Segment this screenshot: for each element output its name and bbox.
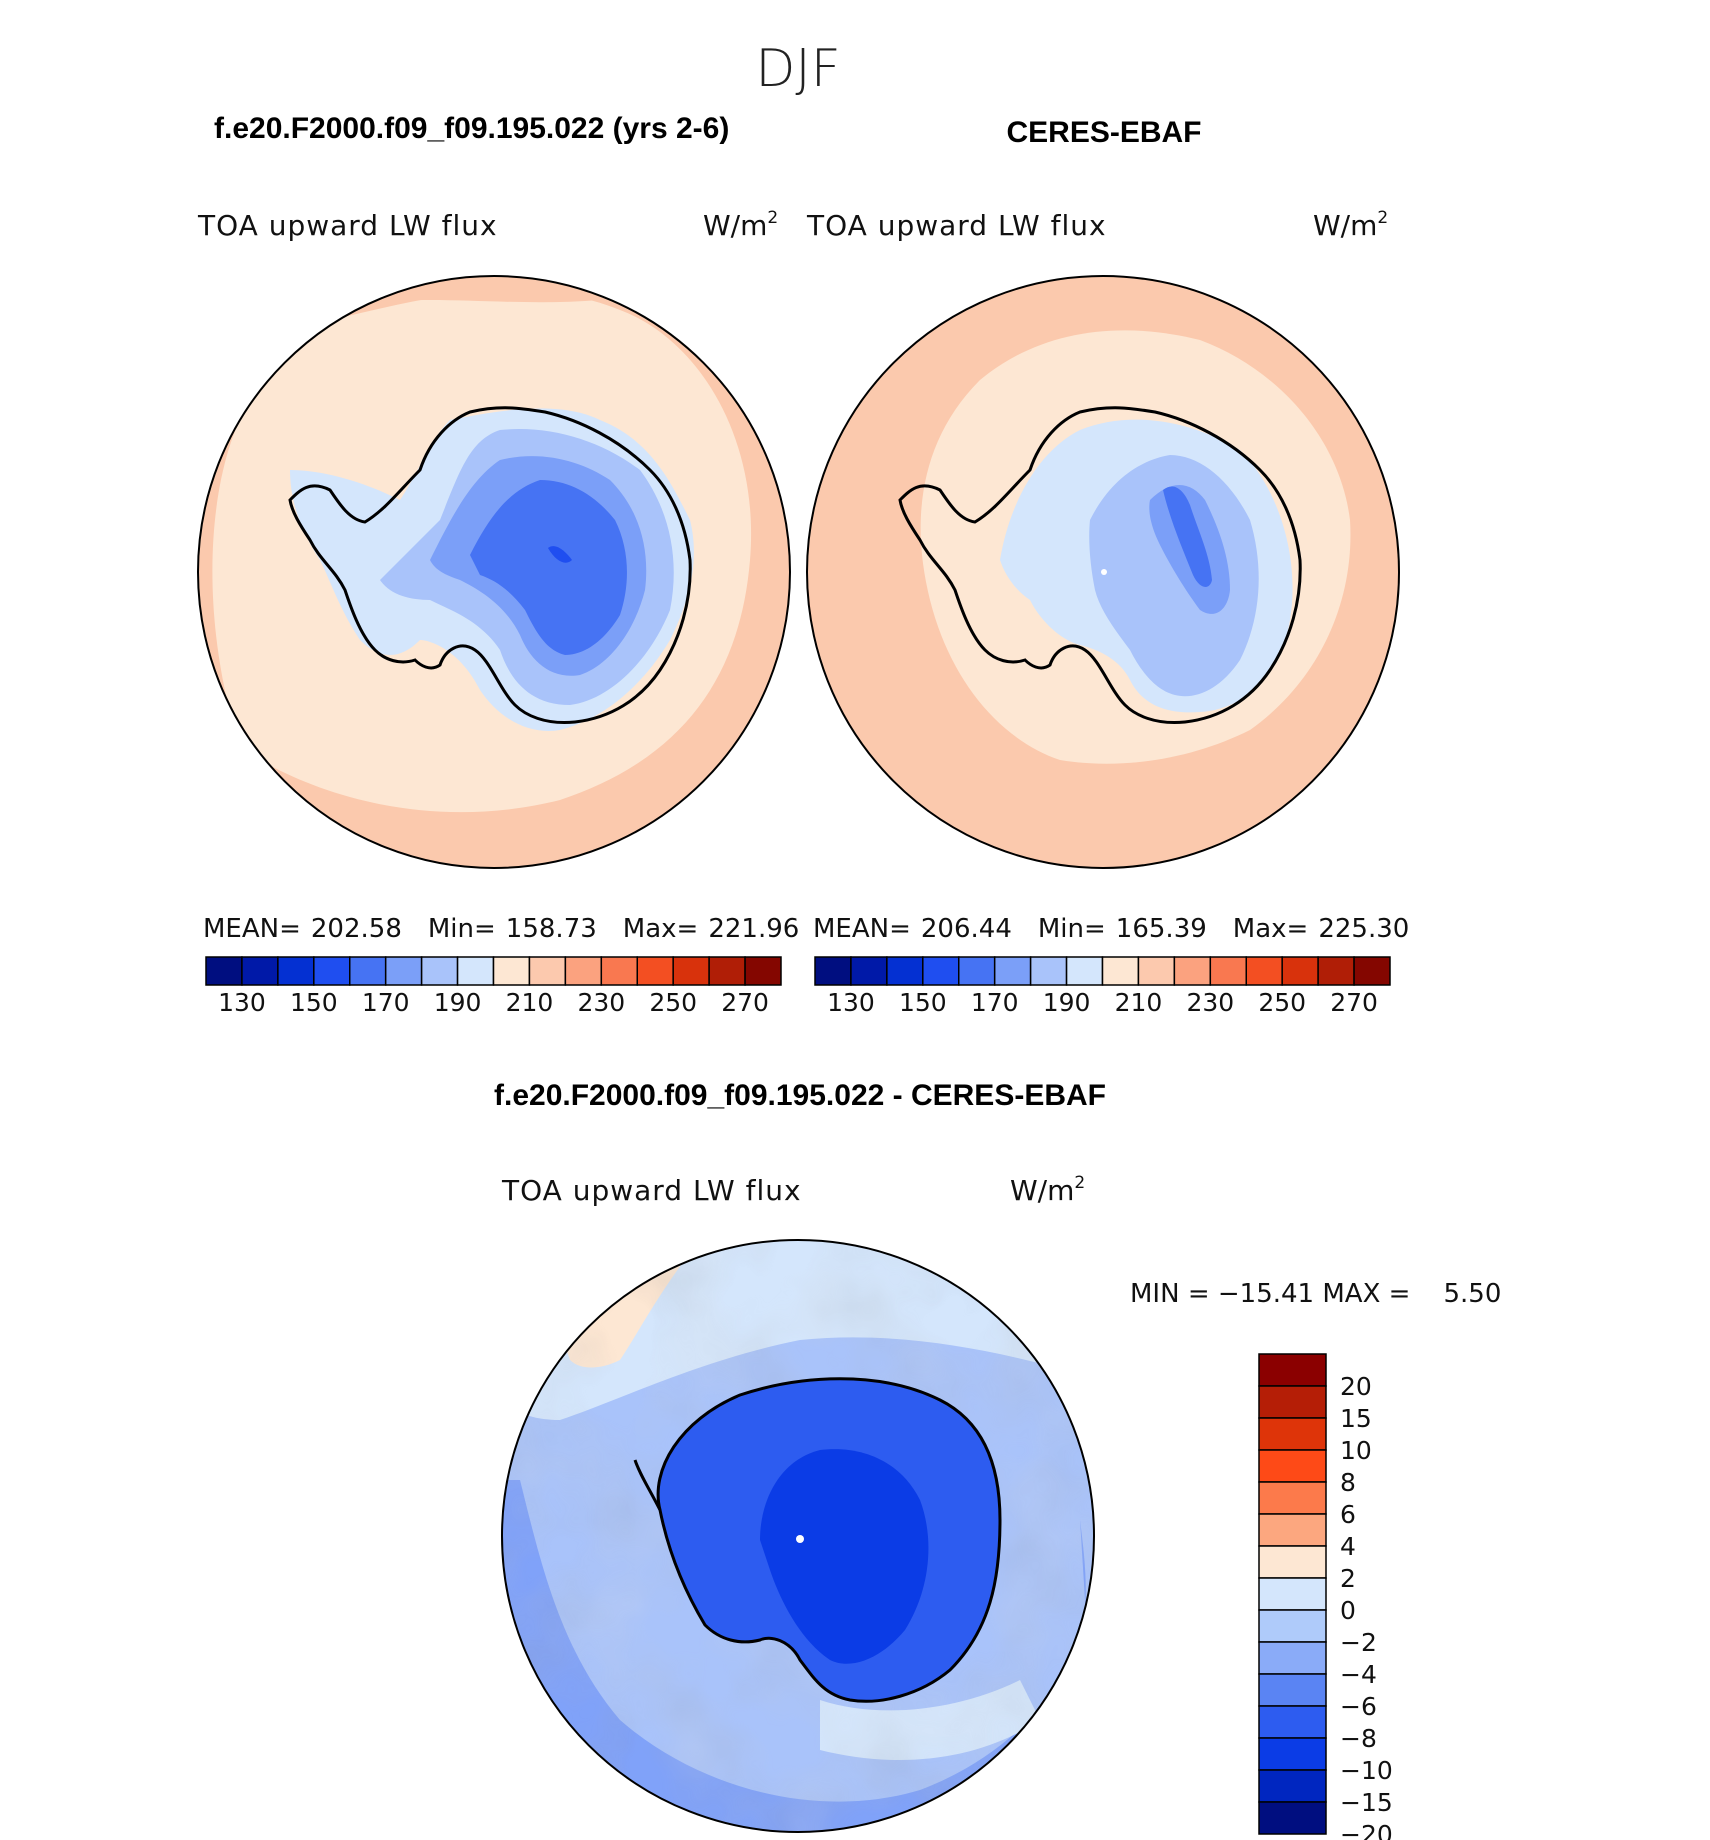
panel2-units: W/m2: [1313, 208, 1388, 242]
diff-case-title: f.e20.F2000.f09_f09.195.022 - CERES-EBAF: [494, 1079, 1106, 1112]
colorbar-swatch: [384, 956, 423, 986]
colorbar-swatch: [1258, 1481, 1327, 1515]
colorbar-swatch: [1137, 956, 1176, 986]
map-difference-toa-lw: [501, 1239, 1095, 1833]
diff-minmax: MIN = −15.41 MAX = 5.50: [1130, 1279, 1501, 1309]
colorbar-tick-label: 130: [827, 988, 875, 1017]
colorbar-swatch: [1065, 956, 1104, 986]
colorbar-swatch: [1281, 956, 1319, 986]
colorbar-swatch: [349, 956, 387, 986]
season-title: DJF: [755, 39, 840, 99]
colorbar-swatch: [1258, 1353, 1327, 1387]
colorbar-tick-label: 190: [434, 988, 482, 1017]
colorbar-swatch: [1245, 956, 1283, 986]
colorbar-tick-label: 250: [1258, 988, 1306, 1017]
colorbar-level-label: −10: [1340, 1756, 1393, 1785]
colorbar-tick-label: 150: [290, 988, 338, 1017]
colorbar-swatch: [528, 956, 567, 986]
colorbar-swatch: [1258, 1449, 1327, 1483]
colorbar-tick-label: 250: [649, 988, 697, 1017]
colorbar-swatch: [205, 956, 243, 986]
colorbar-swatch: [277, 956, 315, 986]
colorbar-swatch: [1258, 1417, 1327, 1451]
map-model-toa-lw: [197, 275, 791, 869]
colorbar-tick-label: 230: [1186, 988, 1234, 1017]
diff-variable: TOA upward LW flux: [501, 1174, 802, 1207]
colorbar-level-label: −4: [1340, 1660, 1377, 1689]
colorbar-level-label: 0: [1340, 1596, 1356, 1625]
colorbar-swatch: [1258, 1769, 1327, 1803]
panel1-units: W/m2: [703, 208, 778, 242]
colorbar-swatch: [1209, 956, 1247, 986]
colorbar-level-label: 2: [1340, 1564, 1356, 1593]
colorbar-level-label: 15: [1340, 1404, 1372, 1433]
colorbar-level-label: 10: [1340, 1436, 1372, 1465]
panel2-case-title: CERES-EBAF: [1006, 116, 1201, 149]
panel1-stats: MEAN= 202.58 Min= 158.73 Max= 221.96: [203, 914, 799, 944]
panel1-variable: TOA upward LW flux: [197, 209, 498, 242]
colorbar-tick-label: 130: [218, 988, 266, 1017]
colorbar-model: 130 150 170 190 210 230 250 270: [205, 956, 782, 1017]
colorbar-swatch: [456, 956, 495, 986]
colorbar-swatch: [564, 956, 603, 986]
colorbar-tick-label: 170: [362, 988, 410, 1017]
colorbar-level-label: −15: [1340, 1788, 1393, 1817]
colorbar-swatch: [1317, 956, 1355, 986]
colorbar-tick-label: 230: [577, 988, 625, 1017]
colorbar-swatch: [241, 956, 279, 986]
colorbar-swatch: [313, 956, 351, 986]
colorbar-swatch: [958, 956, 996, 986]
colorbar-tick-label: 190: [1043, 988, 1091, 1017]
colorbar-swatch: [1353, 956, 1391, 986]
colorbar-swatch: [886, 956, 924, 986]
colorbar-swatch: [672, 956, 710, 986]
colorbar-swatch: [1258, 1385, 1327, 1419]
colorbar-level-label: 4: [1340, 1532, 1356, 1561]
colorbar-level-label: −20: [1340, 1820, 1393, 1840]
colorbar-ceres: 130 150 170 190 210 230 250 270: [814, 956, 1391, 1017]
colorbar-tick-label: 270: [1330, 988, 1378, 1017]
colorbar-swatch: [420, 956, 459, 986]
colorbar-swatch: [1258, 1705, 1327, 1739]
colorbar-level-label: 20: [1340, 1372, 1372, 1401]
panel2-variable: TOA upward LW flux: [806, 209, 1107, 242]
colorbar-swatch: [1258, 1737, 1327, 1771]
colorbar-level-label: −6: [1340, 1692, 1377, 1721]
colorbar-tick-label: 150: [899, 988, 947, 1017]
colorbar-swatch: [636, 956, 674, 986]
colorbar-level-label: −8: [1340, 1724, 1377, 1753]
colorbar-swatch: [1258, 1609, 1327, 1643]
colorbar-swatch: [922, 956, 960, 986]
colorbar-swatch: [850, 956, 888, 986]
colorbar-level-label: −2: [1340, 1628, 1377, 1657]
colorbar-level-label: 8: [1340, 1468, 1356, 1497]
panel1-case-title: f.e20.F2000.f09_f09.195.022 (yrs 2-6): [214, 112, 729, 145]
colorbar-swatch: [1029, 956, 1068, 986]
colorbar-swatch: [1258, 1801, 1327, 1835]
colorbar-swatch: [1258, 1545, 1327, 1579]
colorbar-tick-label: 210: [506, 988, 554, 1017]
panel2-stats: MEAN= 206.44 Min= 165.39 Max= 225.30: [813, 914, 1409, 944]
colorbar-tick-label: 170: [971, 988, 1019, 1017]
colorbar-swatch: [492, 956, 531, 986]
colorbar-swatch: [1258, 1641, 1327, 1675]
colorbar-swatch: [1258, 1577, 1327, 1611]
colorbar-swatch: [993, 956, 1032, 986]
colorbar-swatch: [1258, 1513, 1327, 1547]
colorbar-swatch: [1258, 1673, 1327, 1707]
map-ceres-toa-lw: [806, 275, 1400, 869]
colorbar-tick-label: 210: [1115, 988, 1163, 1017]
colorbar-swatch: [744, 956, 782, 986]
diff-units: W/m2: [1010, 1173, 1085, 1207]
colorbar-swatch: [708, 956, 746, 986]
colorbar-swatch: [814, 956, 852, 986]
colorbar-swatch: [1173, 956, 1212, 986]
colorbar-swatch: [1101, 956, 1140, 986]
colorbar-level-label: 6: [1340, 1500, 1356, 1529]
colorbar-tick-label: 270: [721, 988, 769, 1017]
colorbar-swatch: [600, 956, 638, 986]
